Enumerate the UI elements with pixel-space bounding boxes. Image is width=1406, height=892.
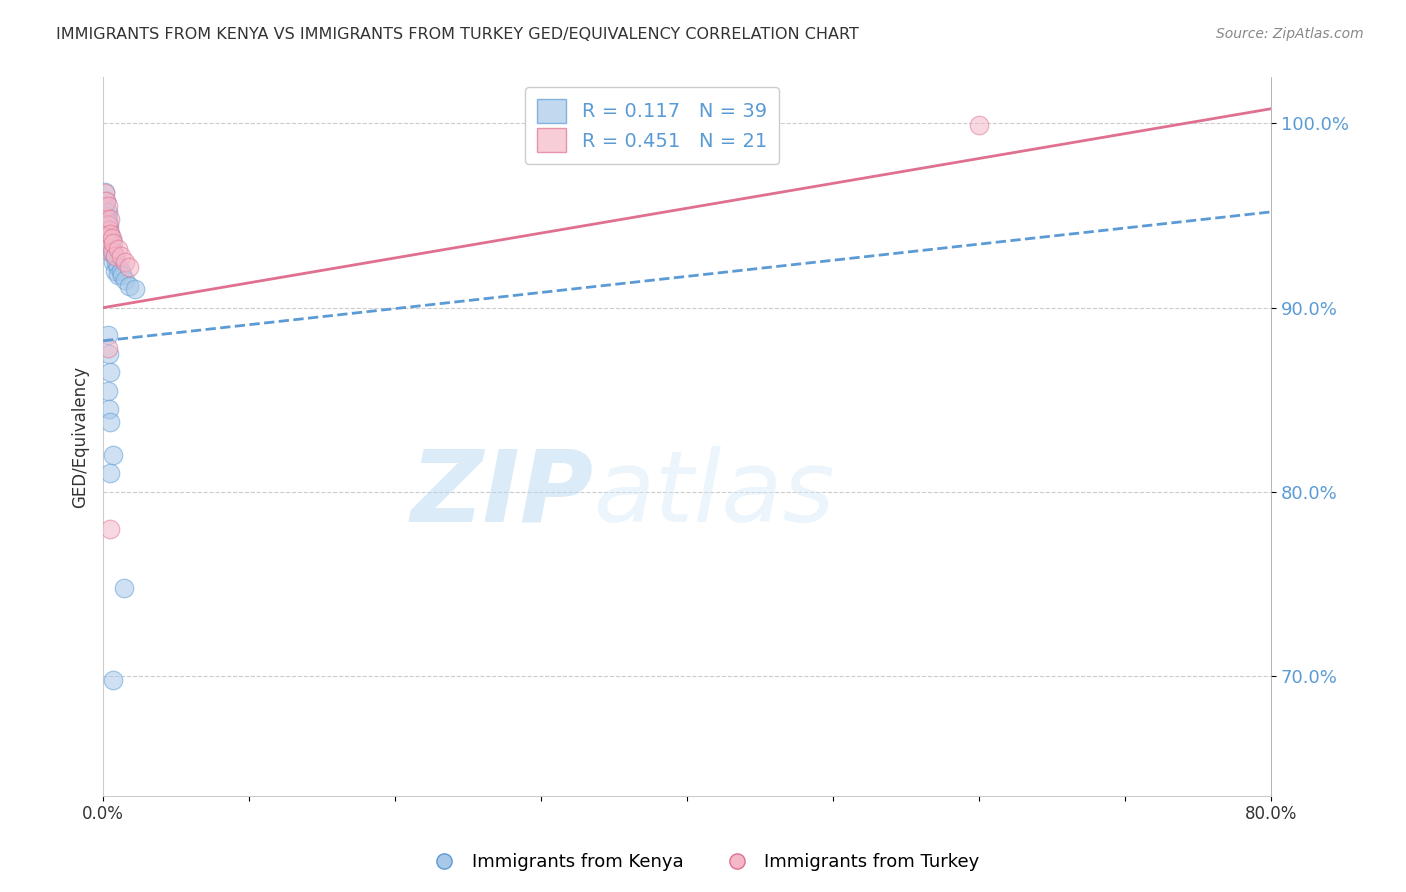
Point xyxy=(98,401,121,416)
Point xyxy=(96,218,118,232)
Point xyxy=(967,119,990,133)
Point xyxy=(96,230,118,244)
Point xyxy=(98,240,121,254)
Point xyxy=(112,581,135,595)
Point xyxy=(103,236,125,251)
Point xyxy=(93,186,115,201)
Point xyxy=(104,264,127,278)
Point xyxy=(94,194,117,208)
Point xyxy=(98,218,121,232)
Point xyxy=(111,268,134,282)
Point xyxy=(98,230,121,244)
Point xyxy=(94,194,117,208)
Point xyxy=(103,254,125,268)
Y-axis label: GED/Equivalency: GED/Equivalency xyxy=(72,366,89,508)
Point xyxy=(100,522,122,536)
Point xyxy=(118,278,141,293)
Point xyxy=(100,227,122,241)
Point xyxy=(96,341,118,355)
Point xyxy=(94,209,117,223)
Text: IMMIGRANTS FROM KENYA VS IMMIGRANTS FROM TURKEY GED/EQUIVALENCY CORRELATION CHAR: IMMIGRANTS FROM KENYA VS IMMIGRANTS FROM… xyxy=(56,27,859,42)
Point xyxy=(110,264,132,278)
Point xyxy=(107,268,129,282)
Legend: R = 0.117   N = 39, R = 0.451   N = 21: R = 0.117 N = 39, R = 0.451 N = 21 xyxy=(526,87,779,164)
Point xyxy=(94,212,117,227)
Point xyxy=(103,448,125,462)
Point xyxy=(101,233,124,247)
Point xyxy=(104,249,127,263)
Point xyxy=(98,223,121,237)
Point xyxy=(96,227,118,241)
Point xyxy=(98,236,121,251)
Point xyxy=(104,249,127,263)
Point xyxy=(100,212,122,227)
Point xyxy=(101,245,124,260)
Point xyxy=(110,249,132,263)
Point xyxy=(100,415,122,429)
Point xyxy=(100,467,122,481)
Point xyxy=(94,214,117,228)
Point xyxy=(118,260,141,274)
Text: Source: ZipAtlas.com: Source: ZipAtlas.com xyxy=(1216,27,1364,41)
Point xyxy=(103,245,125,260)
Point xyxy=(114,254,136,268)
Point xyxy=(96,328,118,343)
Point xyxy=(105,254,128,268)
Point xyxy=(103,673,125,687)
Legend: Immigrants from Kenya, Immigrants from Turkey: Immigrants from Kenya, Immigrants from T… xyxy=(419,847,987,879)
Point xyxy=(93,185,115,199)
Point xyxy=(96,218,118,232)
Text: ZIP: ZIP xyxy=(411,446,593,542)
Point xyxy=(114,273,136,287)
Point xyxy=(96,212,118,227)
Point xyxy=(96,205,118,219)
Point xyxy=(107,260,129,274)
Point xyxy=(124,282,146,296)
Point xyxy=(100,245,122,260)
Point xyxy=(96,384,118,398)
Point xyxy=(107,242,129,256)
Point xyxy=(100,227,122,241)
Point xyxy=(93,199,115,213)
Point xyxy=(96,199,118,213)
Point xyxy=(100,365,122,379)
Point xyxy=(100,236,122,251)
Point xyxy=(98,347,121,361)
Point xyxy=(101,242,124,256)
Point xyxy=(101,230,124,244)
Text: atlas: atlas xyxy=(593,446,835,542)
